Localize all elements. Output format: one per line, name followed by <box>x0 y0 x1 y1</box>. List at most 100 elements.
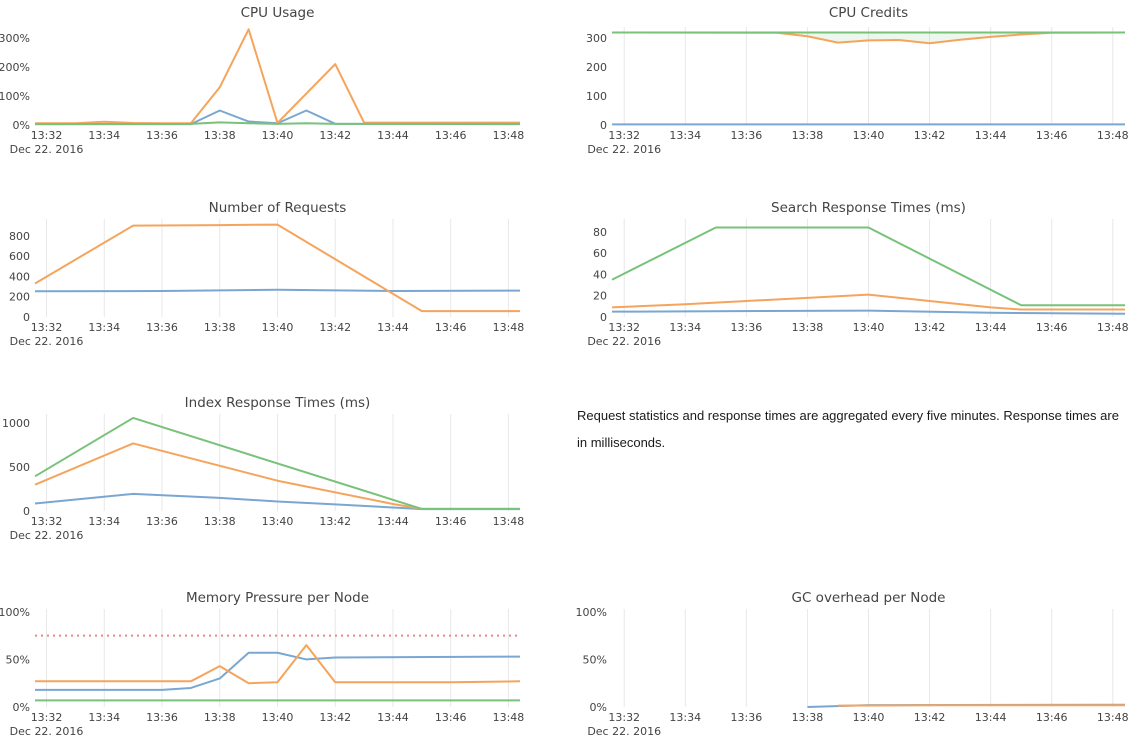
series-line-orange <box>35 28 520 125</box>
y-tick-label: 20 <box>593 290 607 303</box>
memory-pressure-chart[interactable]: Memory Pressure per Node 0% 50% 100% 13:32 1… <box>0 578 530 741</box>
x-tick-label: 13:42 <box>914 321 946 334</box>
x-tick-label: 13:42 <box>319 321 351 334</box>
x-tick-label: 13:36 <box>146 321 178 334</box>
date-label: Dec 22. 2016 <box>587 335 661 348</box>
cpu-usage-plot: 0% 100% 200% 300% 13:32 13:34 13:36 13:38 13:40 1… <box>0 28 525 156</box>
gc-overhead-plot: 0% 50% 100% 13:32 13:34 13:36 13:38 13:40 13:42 1… <box>576 606 1129 738</box>
x-tick-label: 13:48 <box>493 515 525 528</box>
x-tick-label: 13:34 <box>88 129 120 142</box>
x-tick-label: 13:38 <box>792 321 824 334</box>
x-tick-label: 13:32 <box>31 711 63 724</box>
chart-title-index-response-times: Index Response Times (ms) <box>184 395 371 411</box>
y-tick-label: 200 <box>9 291 30 304</box>
series-line-blue <box>35 109 521 126</box>
x-tick-label: 13:32 <box>608 321 640 334</box>
x-tick-label: 13:48 <box>1097 129 1129 142</box>
x-tick-label: 13:46 <box>435 515 467 528</box>
chart-title-memory-pressure: Memory Pressure per Node <box>185 590 370 606</box>
x-tick-label: 13:34 <box>669 129 701 142</box>
x-tick-label: 13:40 <box>853 711 885 724</box>
x-tick-label: 13:48 <box>493 711 525 724</box>
x-tick-label: 13:44 <box>377 129 409 142</box>
y-tick-label: 0 <box>600 311 607 324</box>
y-tick-label: 300% <box>0 32 30 45</box>
date-label: Dec 22. 2016 <box>10 143 84 156</box>
chart-title-cpu-credits: CPU Credits <box>828 5 909 21</box>
x-tick-label: 13:46 <box>435 321 467 334</box>
x-tick-label: 13:36 <box>146 515 178 528</box>
series-line-green <box>34 416 520 510</box>
x-tick-label: 13:44 <box>377 321 409 334</box>
series-line-orange <box>35 644 521 685</box>
x-tick-label: 13:48 <box>1097 321 1129 334</box>
gc-overhead-chart[interactable]: GC overhead per Node 0% 50% 100% 13:32 13:34… <box>565 578 1131 741</box>
x-tick-label: 13:38 <box>792 711 824 724</box>
x-tick-label: 13:44 <box>975 321 1007 334</box>
y-tick-label: 40 <box>593 268 607 281</box>
x-tick-label: 13:48 <box>1097 711 1129 724</box>
x-tick-label: 13:34 <box>669 711 701 724</box>
x-tick-label: 13:32 <box>31 321 63 334</box>
x-tick-label: 13:36 <box>731 129 763 142</box>
x-tick-label: 13:44 <box>975 129 1007 142</box>
x-tick-label: 13:42 <box>914 129 946 142</box>
x-tick-label: 13:38 <box>204 711 236 724</box>
series-line-blue <box>35 651 521 691</box>
x-tick-label: 13:46 <box>435 711 467 724</box>
index-response-times-chart[interactable]: Index Response Times (ms) 0 500 1000 13:32 1… <box>0 381 530 545</box>
x-tick-label: 13:40 <box>262 711 294 724</box>
y-tick-label: 500 <box>9 461 30 474</box>
x-tick-label: 13:46 <box>1036 711 1068 724</box>
x-tick-label: 13:38 <box>204 321 236 334</box>
y-tick-label: 0% <box>13 701 30 714</box>
y-tick-label: 200% <box>0 61 30 74</box>
x-tick-label: 13:36 <box>731 321 763 334</box>
x-tick-label: 13:46 <box>435 129 467 142</box>
cpu-credits-chart[interactable]: CPU Credits 0 100 200 300 13:32 13:34 13:36 13:… <box>565 0 1131 160</box>
x-tick-label: 13:38 <box>204 515 236 528</box>
aggregation-note: Request statistics and response times ar… <box>577 408 1119 450</box>
y-tick-label: 100% <box>0 606 30 619</box>
x-tick-label: 13:34 <box>669 321 701 334</box>
chart-title-gc-overhead: GC overhead per Node <box>791 590 946 606</box>
chart-title-search-response-times: Search Response Times (ms) <box>771 200 966 216</box>
x-tick-label: 13:44 <box>377 711 409 724</box>
x-tick-label: 13:36 <box>146 711 178 724</box>
x-tick-label: 13:42 <box>319 711 351 724</box>
x-tick-label: 13:42 <box>914 711 946 724</box>
x-tick-label: 13:40 <box>853 321 885 334</box>
memory-pressure-plot: 0% 50% 100% 13:32 13:34 13:36 13:38 13:40 13:42 1… <box>0 606 525 738</box>
x-tick-label: 13:34 <box>88 711 120 724</box>
chart-title-cpu-usage: CPU Usage <box>240 5 315 21</box>
y-tick-label: 0 <box>23 311 30 324</box>
y-tick-label: 80 <box>593 226 607 239</box>
x-tick-label: 13:32 <box>608 711 640 724</box>
x-tick-label: 13:40 <box>262 321 294 334</box>
number-of-requests-chart[interactable]: Number of Requests 0 200 400 600 800 13:32 13:… <box>0 186 530 350</box>
x-tick-label: 13:34 <box>88 515 120 528</box>
cpu-usage-chart[interactable]: CPU Usage 0% 100% 200% 300% 13:32 13:34 13:36 1… <box>0 0 530 160</box>
x-tick-label: 13:32 <box>31 515 63 528</box>
series-line-orange <box>611 293 1125 311</box>
x-tick-label: 13:40 <box>853 129 885 142</box>
y-tick-label: 1000 <box>2 417 30 430</box>
y-tick-label: 300 <box>586 32 607 45</box>
x-tick-label: 13:32 <box>31 129 63 142</box>
x-tick-label: 13:40 <box>262 129 294 142</box>
y-tick-label: 50% <box>583 653 607 666</box>
x-tick-label: 13:48 <box>493 129 525 142</box>
y-tick-label: 50% <box>6 653 30 666</box>
series-line-orange <box>34 223 520 313</box>
search-response-times-chart[interactable]: Search Response Times (ms) 0 20 40 60 80 13:3… <box>565 186 1131 350</box>
series-line-blue <box>34 288 521 293</box>
x-tick-label: 13:42 <box>319 129 351 142</box>
x-tick-label: 13:36 <box>146 129 178 142</box>
y-tick-label: 60 <box>593 247 607 260</box>
date-label: Dec 22. 2016 <box>10 335 84 348</box>
y-tick-label: 100 <box>586 90 607 103</box>
y-tick-label: 0 <box>23 505 30 518</box>
y-tick-label: 200 <box>586 61 607 74</box>
x-tick-label: 13:42 <box>319 515 351 528</box>
